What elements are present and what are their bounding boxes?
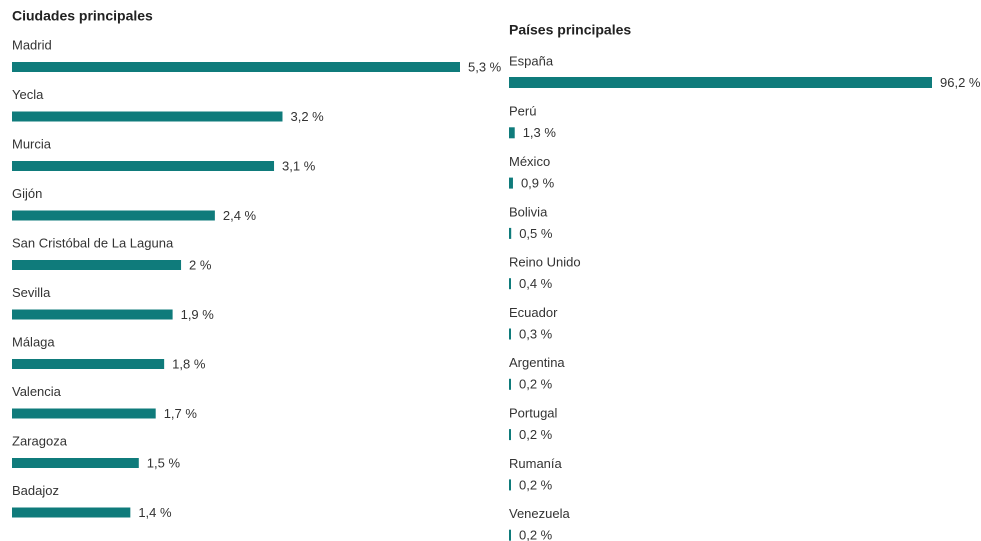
bar (12, 260, 182, 270)
bar (12, 507, 131, 518)
value-label: 96,2 % (940, 75, 981, 90)
value-label: 0,2 % (519, 528, 553, 541)
category-label: Yecla (12, 87, 44, 102)
value-label: 1,7 % (164, 406, 198, 421)
bar (12, 458, 139, 468)
category-label: México (509, 154, 550, 169)
bar (12, 408, 156, 419)
category-label: España (509, 53, 554, 68)
bar (509, 77, 932, 88)
category-label: Sevilla (12, 285, 51, 300)
bar (509, 429, 511, 441)
category-label: Málaga (12, 334, 55, 349)
category-label: Badajoz (12, 483, 59, 498)
category-label: Perú (509, 104, 536, 119)
bar (509, 378, 511, 390)
category-label: Bolivia (509, 204, 548, 219)
category-label: Zaragoza (12, 433, 68, 448)
bar (12, 210, 215, 221)
category-label: Ecuador (509, 305, 558, 320)
bar (509, 227, 512, 239)
bar (509, 328, 511, 340)
category-label: San Cristóbal de La Laguna (12, 235, 174, 250)
category-label: Rumanía (509, 456, 563, 471)
value-label: 1,3 % (523, 125, 557, 140)
value-label: 5,3 % (468, 59, 502, 74)
category-label: Madrid (12, 37, 52, 52)
value-label: 1,8 % (172, 356, 206, 371)
value-label: 0,2 % (519, 377, 553, 392)
bar (509, 177, 513, 189)
category-label: Valencia (12, 384, 62, 399)
bar (509, 479, 511, 491)
value-label: 0,9 % (521, 176, 555, 191)
value-label: 0,5 % (519, 226, 553, 241)
bar (12, 359, 165, 369)
category-label: Gijón (12, 186, 42, 201)
bar (12, 62, 460, 72)
category-label: Reino Unido (509, 255, 581, 270)
category-label: Venezuela (509, 506, 570, 521)
value-label: 3,1 % (282, 158, 316, 173)
chart-title: Ciudades principales (12, 8, 153, 24)
value-label: 1,5 % (147, 455, 181, 470)
category-label: Portugal (509, 406, 558, 421)
value-label: 3,2 % (290, 109, 324, 124)
bar (12, 161, 275, 171)
value-label: 0,4 % (519, 276, 553, 291)
bar (12, 111, 283, 122)
value-label: 1,4 % (138, 505, 172, 520)
value-label: 2,4 % (223, 208, 257, 223)
bar (509, 529, 511, 541)
value-label: 2 % (189, 257, 212, 272)
category-label: Argentina (509, 355, 565, 370)
bar (12, 309, 173, 320)
bar (509, 278, 511, 290)
value-label: 1,9 % (181, 307, 215, 322)
value-label: 0,2 % (519, 427, 553, 442)
value-label: 0,2 % (519, 477, 553, 492)
chart-title: Países principales (509, 22, 631, 38)
value-label: 0,3 % (519, 326, 553, 341)
bar (509, 127, 515, 139)
category-label: Murcia (12, 136, 52, 151)
